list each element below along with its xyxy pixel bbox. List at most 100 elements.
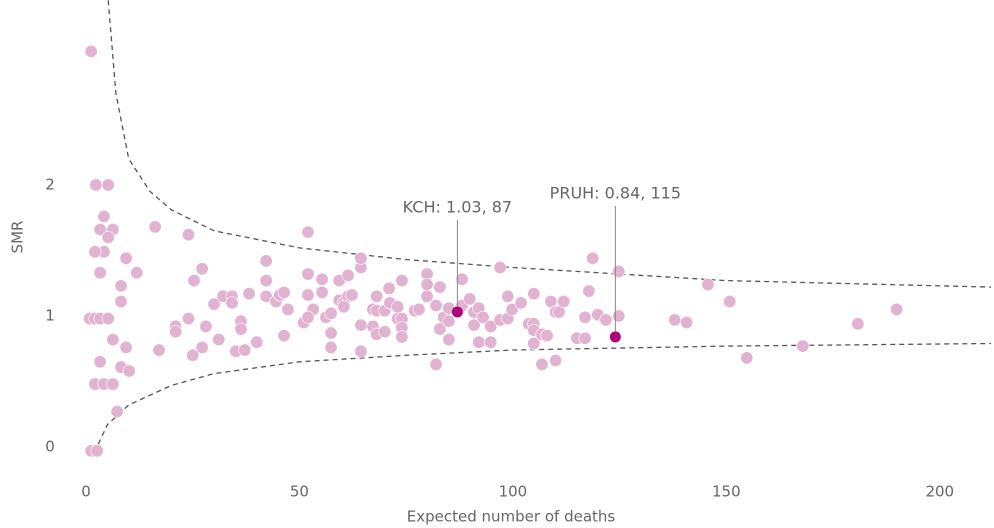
point (90, 444, 104, 458)
point (463, 292, 477, 306)
point (259, 254, 273, 268)
point (505, 302, 519, 316)
point (467, 318, 481, 332)
point (578, 331, 592, 345)
point (395, 330, 409, 344)
point (187, 274, 201, 288)
point (259, 274, 273, 288)
point (101, 312, 115, 326)
point (301, 225, 315, 239)
point (93, 223, 107, 237)
point (796, 339, 810, 353)
point (324, 340, 338, 354)
point (527, 336, 541, 350)
point (114, 295, 128, 309)
point (242, 287, 256, 301)
point (324, 306, 338, 320)
x-axis-label: Expected number of deaths (407, 508, 616, 526)
point (337, 300, 351, 314)
point (152, 343, 166, 357)
point (514, 296, 528, 310)
point (429, 298, 443, 312)
y-tick-label: 1 (45, 306, 55, 324)
point (114, 279, 128, 293)
point (455, 272, 469, 286)
point (493, 261, 507, 275)
point (378, 325, 392, 339)
y-axis-label: SMR (9, 221, 27, 254)
point (106, 333, 120, 347)
point (101, 178, 115, 192)
point (181, 312, 195, 326)
point (354, 344, 368, 358)
point (484, 335, 498, 349)
point (106, 377, 120, 391)
point (122, 364, 136, 378)
point (586, 251, 600, 265)
point (535, 357, 549, 371)
point (668, 313, 682, 327)
point (110, 405, 124, 419)
point (212, 333, 226, 347)
point (186, 348, 200, 362)
point (93, 355, 107, 369)
point (250, 335, 264, 349)
control-limit (93, 342, 992, 453)
point (119, 340, 133, 354)
annotation: PRUH: 0.84, 115 (550, 183, 681, 202)
point (740, 351, 754, 365)
point (723, 295, 737, 309)
point (345, 288, 359, 302)
point (851, 317, 865, 331)
point (281, 302, 295, 316)
point (89, 178, 103, 192)
point (412, 302, 426, 316)
point (207, 297, 221, 311)
point (472, 335, 486, 349)
point (395, 274, 409, 288)
control-limit (107, 0, 992, 288)
point (599, 313, 613, 327)
point (234, 322, 248, 336)
highlight-point (609, 331, 621, 343)
point (169, 325, 183, 339)
point (433, 280, 447, 294)
point (391, 300, 405, 314)
point (341, 268, 355, 282)
point (578, 310, 592, 324)
point (442, 333, 456, 347)
point (370, 289, 384, 303)
x-tick-label: 100 (499, 483, 528, 501)
point (442, 314, 456, 328)
point (199, 319, 213, 333)
x-tick-label: 0 (81, 483, 91, 501)
point (501, 289, 515, 303)
highlight-point (451, 306, 463, 318)
point (429, 357, 443, 371)
annotation: KCH: 1.03, 87 (403, 198, 512, 217)
point (612, 264, 626, 278)
point (890, 302, 904, 316)
point (130, 266, 144, 280)
point (181, 228, 195, 242)
point (97, 209, 111, 223)
x-tick-label: 50 (290, 483, 309, 501)
point (148, 220, 162, 234)
x-tick-label: 150 (712, 483, 741, 501)
point (527, 287, 541, 301)
point (557, 295, 571, 309)
point (433, 322, 447, 336)
point (680, 316, 694, 330)
point (101, 230, 115, 244)
point (277, 285, 291, 299)
y-tick-label: 0 (45, 437, 55, 455)
point (382, 281, 396, 295)
point (301, 267, 315, 281)
point (93, 266, 107, 280)
point (354, 251, 368, 265)
point (315, 285, 329, 299)
point (225, 296, 239, 310)
x-tick-label: 200 (925, 483, 954, 501)
point (301, 288, 315, 302)
